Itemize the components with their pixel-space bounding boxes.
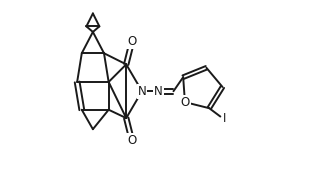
Text: N: N bbox=[154, 85, 163, 98]
Text: I: I bbox=[223, 112, 226, 125]
Text: O: O bbox=[180, 96, 190, 109]
Text: O: O bbox=[127, 134, 136, 147]
Text: O: O bbox=[127, 35, 136, 48]
Text: N: N bbox=[138, 85, 146, 98]
